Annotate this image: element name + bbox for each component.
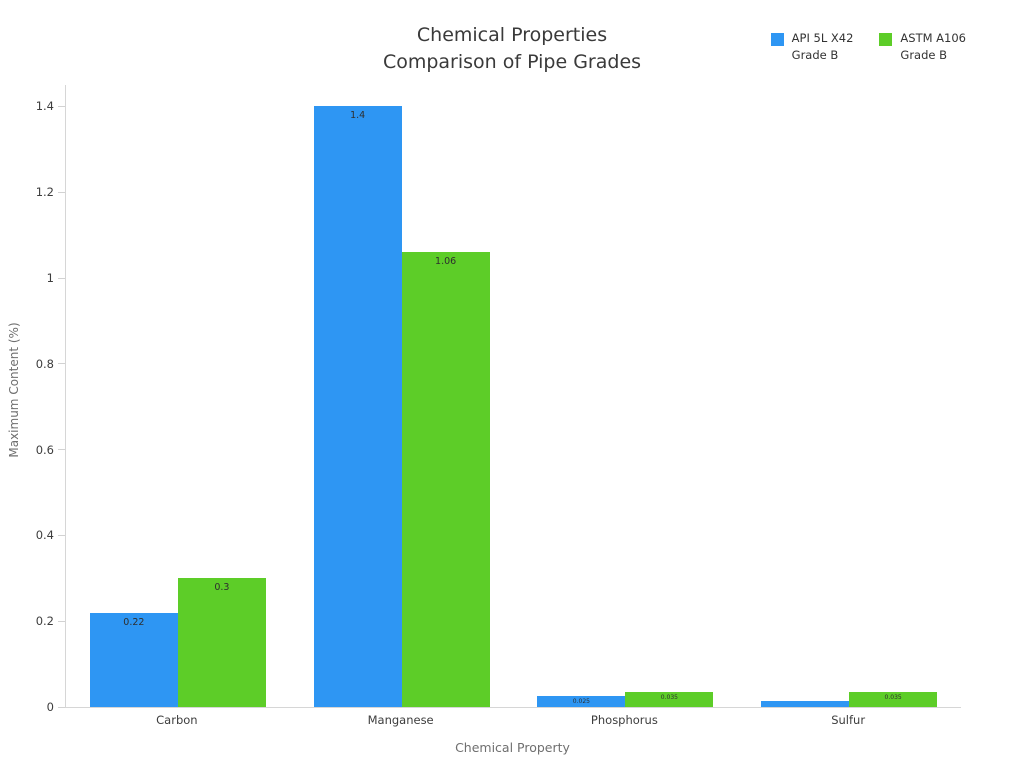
bar-value-label: 0.035 (660, 694, 678, 701)
y-tick-mark (58, 449, 65, 451)
legend-label: ASTM A106 Grade B (900, 31, 966, 63)
bar-value-label: 0.3 (214, 582, 230, 594)
bar-api-5l-x42-phosphorus: 0.025 (537, 696, 626, 707)
y-tick-label: 0 (46, 700, 54, 714)
bar-value-label: 0.22 (123, 616, 145, 628)
y-tick-label: 0.6 (35, 442, 54, 457)
legend-item-api-5l-x42[interactable]: API 5L X42 Grade B (770, 30, 854, 65)
legend-swatch-green-icon (879, 33, 893, 46)
bar-astm-a106-manganese: 1.06 (401, 252, 490, 707)
bar-value-label: 1.06 (435, 256, 457, 268)
y-tick-label: 1.4 (35, 99, 54, 114)
y-tick-label: 1 (46, 271, 54, 286)
y-tick-mark (58, 191, 65, 193)
chart-title: Chemical Properties Comparison of Pipe G… (382, 24, 642, 73)
x-tick-label-carbon: Carbon (156, 713, 198, 727)
y-tick-mark (58, 277, 65, 279)
y-axis-tick-labels: 0 0.2 0.4 0.6 0.8 1 1.2 1.4 (0, 85, 54, 714)
bar-value-label: 0.025 (572, 698, 590, 706)
x-tick-label-phosphorus: Phosphorus (590, 713, 658, 727)
bar-api-5l-x42-manganese: 1.4 (313, 106, 402, 707)
bar-astm-a106-carbon: 0.3 (177, 578, 266, 707)
y-tick-label: 0.2 (35, 614, 54, 629)
x-axis-tick-labels: Carbon Manganese Phosphorus Sulfur (65, 713, 960, 729)
y-tick-label: 1.2 (35, 185, 54, 200)
legend-swatch-blue-icon (770, 33, 784, 46)
legend-label: API 5L X42 Grade B (791, 31, 854, 63)
x-tick-label-manganese: Manganese (367, 713, 434, 727)
y-tick-label: 0.8 (35, 356, 54, 371)
y-tick-mark (58, 534, 65, 536)
bar-value-label: 0.035 (884, 694, 902, 701)
y-tick-mark (58, 706, 65, 708)
y-tick-label: 0.4 (35, 528, 54, 543)
y-tick-mark (58, 363, 65, 365)
bar-api-5l-x42-carbon: 0.22 (89, 612, 178, 707)
bar-astm-a106-phosphorus: 0.035 (625, 692, 714, 707)
legend: API 5L X42 Grade B ASTM A106 Grade B (770, 30, 966, 65)
plot-area: 0.22 0.3 1.4 1.06 0.025 0.035 0.035 (65, 85, 961, 708)
legend-item-astm-a106[interactable]: ASTM A106 Grade B (879, 30, 966, 65)
bar-value-label: 1.4 (350, 110, 366, 122)
x-axis-title: Chemical Property (455, 740, 570, 755)
bar-api-5l-x42-sulfur (761, 700, 850, 707)
y-tick-mark (58, 105, 65, 107)
y-axis-tick-marks (58, 85, 65, 708)
y-tick-mark (58, 620, 65, 622)
x-tick-label-sulfur: Sulfur (831, 713, 866, 727)
bar-astm-a106-sulfur: 0.035 (849, 692, 938, 707)
